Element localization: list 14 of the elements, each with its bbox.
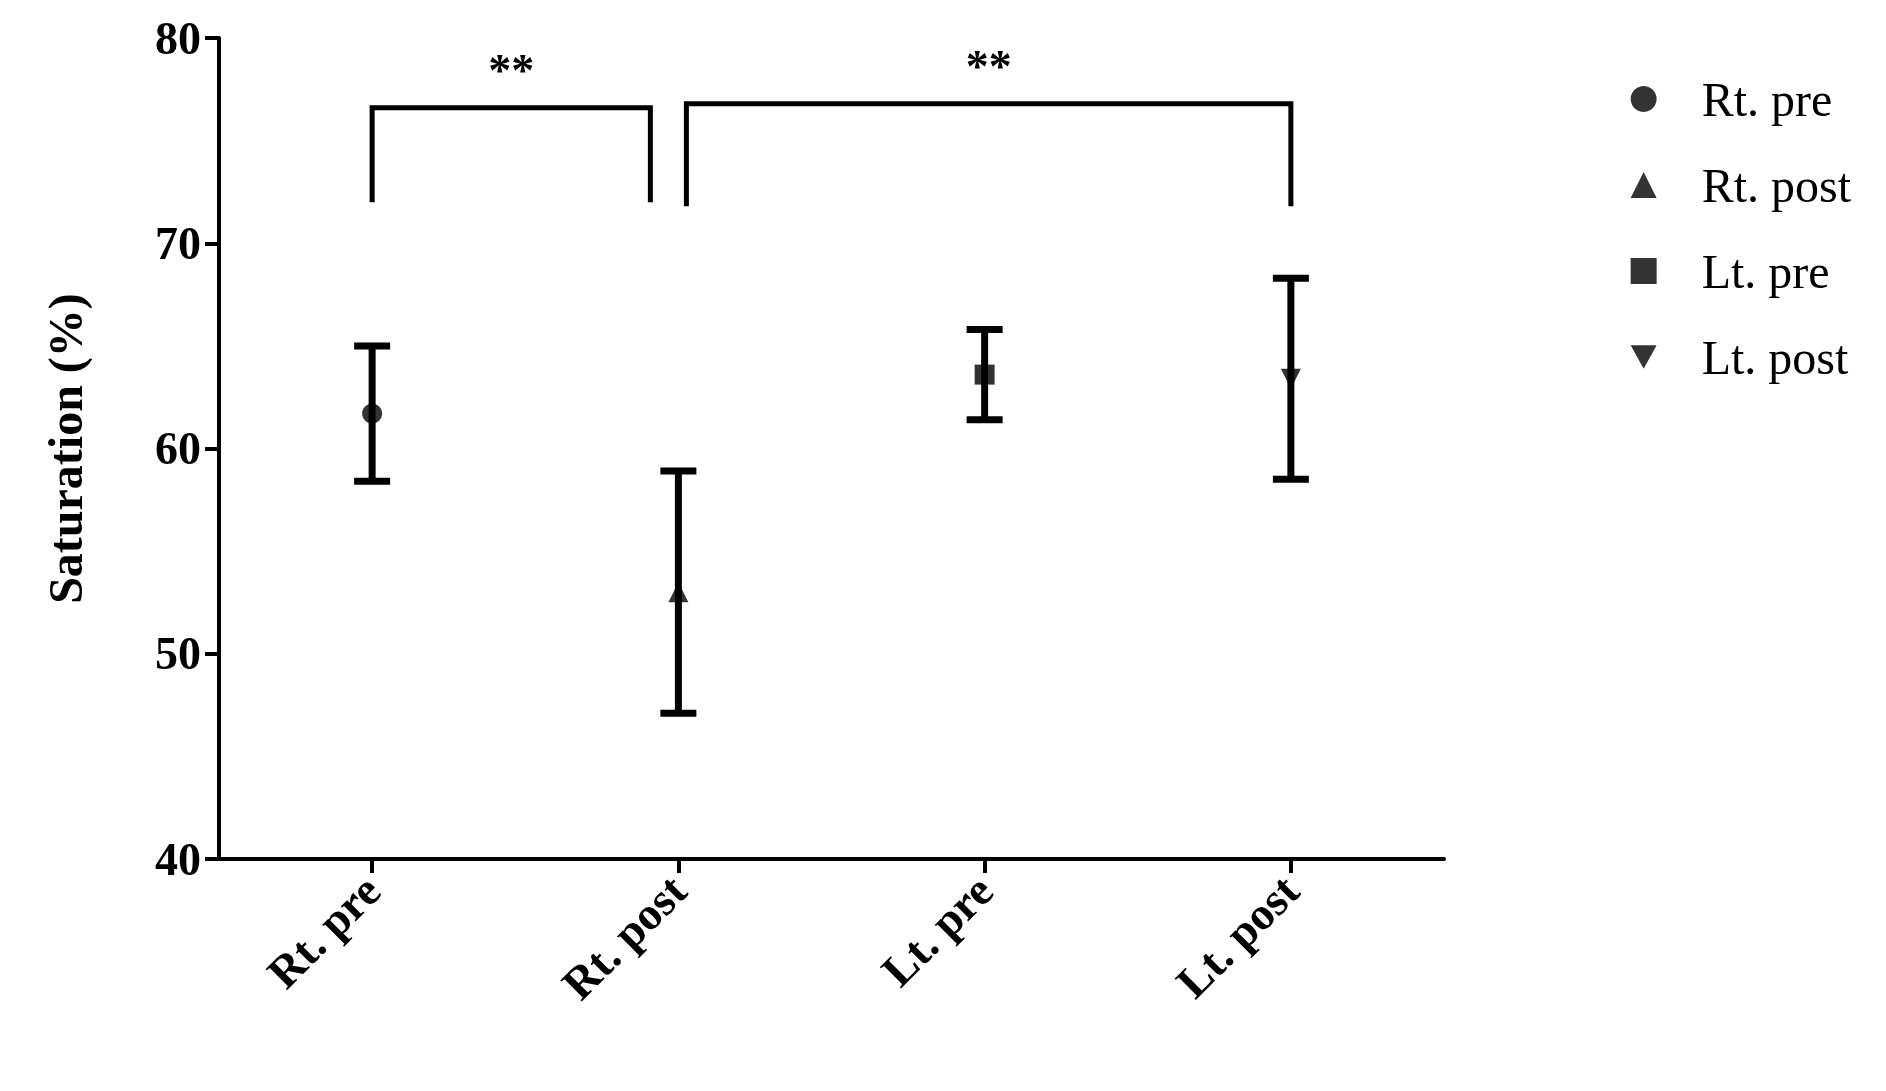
y-tick-label: 40	[155, 833, 201, 885]
annotation: **	[488, 44, 535, 96]
y-tick-label: 70	[155, 217, 201, 269]
legend-label: Rt. pre	[1701, 72, 1833, 126]
y-axis-title: Saturation (%)	[38, 293, 93, 604]
y-tick-label: 50	[155, 628, 201, 680]
legend-label: Rt. post	[1701, 158, 1852, 212]
legend-label: Lt. pre	[1701, 244, 1830, 298]
x-tick-label: Lt. pre	[871, 864, 1003, 997]
y-tick-label: 60	[155, 423, 201, 474]
y-tick-label: 80	[155, 12, 201, 64]
x-tick-label: Rt. pre	[257, 864, 391, 998]
legend-label: Lt. post	[1701, 330, 1849, 384]
annotation: **	[965, 40, 1012, 92]
